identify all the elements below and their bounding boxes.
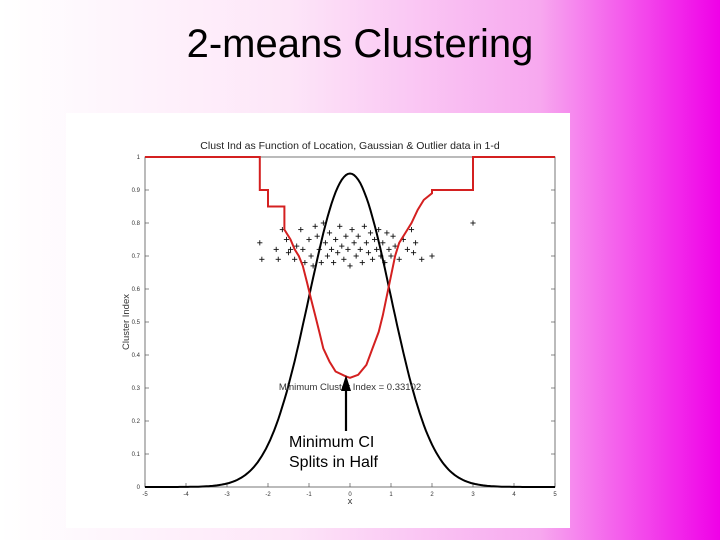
y-tick-label: 0.1	[132, 452, 141, 458]
scatter-point	[333, 236, 339, 243]
scatter-point	[337, 223, 343, 229]
scatter-point	[410, 250, 417, 256]
x-tick-label: 3	[471, 492, 475, 498]
x-tick-label: -5	[142, 492, 148, 498]
scatter-point	[347, 263, 353, 269]
callout-line-2: Splits in Half	[289, 454, 378, 471]
scatter-point	[470, 220, 476, 226]
scatter-point	[404, 246, 410, 252]
scatter-point	[294, 243, 300, 249]
gaussian-density-line	[145, 172, 555, 488]
x-axis-label: x	[348, 496, 353, 507]
cluster-index-line	[145, 156, 555, 379]
scatter-point	[331, 260, 337, 266]
y-tick-label: 0.2	[132, 419, 141, 425]
x-tick-label: -3	[224, 492, 230, 498]
scatter-point	[257, 240, 263, 246]
scatter-point	[361, 223, 367, 229]
scatter-point	[308, 253, 314, 259]
scatter-point	[287, 246, 294, 252]
chart-title: Clust Ind as Function of Location, Gauss…	[200, 140, 500, 152]
scatter-point	[339, 243, 345, 249]
scatter-point	[298, 227, 304, 233]
scatter-series	[257, 220, 476, 269]
scatter-point	[306, 236, 312, 243]
x-tick-label: 2	[430, 492, 434, 498]
x-tick-label: 1	[389, 492, 393, 498]
scatter-point	[302, 260, 308, 266]
scatter-point	[259, 256, 265, 262]
scatter-point	[345, 246, 351, 252]
scatter-point	[283, 236, 290, 243]
scatter-point	[408, 227, 415, 233]
y-tick-label: 0.4	[132, 353, 141, 359]
scatter-point	[376, 227, 382, 233]
scatter-point	[343, 233, 349, 239]
y-tick-label: 0.3	[132, 386, 141, 392]
scatter-point	[324, 253, 331, 259]
x-tick-label: -4	[183, 492, 189, 498]
scatter-point	[359, 260, 365, 266]
scatter-point	[419, 256, 425, 262]
scatter-point	[384, 230, 390, 236]
y-tick-label: 0.5	[132, 320, 141, 326]
min-cluster-index-annotation: Minimum Cluster Index = 0.33102	[279, 382, 421, 393]
y-tick-label: 0.8	[132, 221, 141, 227]
figure-panel: 0 0.1 0.2 0.3 0.4 0.5 0.6 0.7 0.8 0.9 1 -5 -4 -3 -2 -1…	[66, 113, 570, 528]
scatter-point	[374, 246, 380, 252]
scatter-point	[369, 256, 376, 262]
scatter-point	[413, 240, 419, 246]
scatter-point	[318, 260, 324, 266]
y-axis-ticks: 0 0.1 0.2 0.3 0.4 0.5 0.6 0.7 0.8 0.9 1	[132, 155, 555, 491]
slide-title: 2-means Clustering	[186, 22, 534, 66]
scatter-point	[351, 240, 357, 246]
callout-text: Minimum CI Splits in Half	[289, 433, 401, 473]
scatter-point	[300, 246, 306, 252]
scatter-point	[388, 253, 394, 259]
scatter-point	[386, 246, 392, 252]
x-tick-label: -1	[306, 492, 312, 498]
y-tick-label: 0.7	[132, 254, 141, 260]
scatter-point	[326, 230, 333, 236]
scatter-point	[312, 223, 318, 229]
scatter-point	[380, 240, 386, 246]
scatter-point	[349, 227, 355, 233]
x-tick-label: 5	[553, 492, 557, 498]
y-tick-label: 0.9	[132, 188, 141, 194]
scatter-point	[275, 256, 281, 262]
callout-arrowhead	[341, 375, 351, 391]
scatter-point	[314, 233, 320, 239]
y-tick-label: 0.6	[132, 287, 141, 293]
scatter-point	[367, 230, 374, 236]
cluster-index-plot: 0 0.1 0.2 0.3 0.4 0.5 0.6 0.7 0.8 0.9 1 -5 -4 -3 -2 -1…	[121, 140, 557, 507]
x-axis-ticks: -5 -4 -3 -2 -1 0 1 2 3 4 5	[142, 483, 557, 498]
x-tick-label: 0	[348, 492, 352, 498]
scatter-point	[353, 253, 359, 259]
plot-area	[144, 156, 556, 488]
callout-line-1: Minimum CI	[289, 434, 375, 451]
scatter-point	[273, 246, 279, 252]
y-tick-label: 1	[137, 155, 141, 161]
y-tick-label: 0	[137, 485, 141, 491]
scatter-point	[390, 233, 396, 239]
x-tick-label: -2	[265, 492, 271, 498]
scatter-point	[372, 236, 378, 243]
scatter-point	[292, 256, 298, 262]
scatter-point	[392, 243, 398, 249]
scatter-point	[335, 250, 341, 256]
scatter-point	[396, 256, 402, 262]
y-axis-label: Cluster Index	[121, 294, 132, 350]
scatter-point	[328, 246, 335, 252]
scatter-point	[341, 256, 347, 262]
scatter-point	[357, 246, 363, 252]
scatter-point	[363, 240, 369, 246]
x-tick-label: 4	[512, 492, 516, 498]
scatter-point	[429, 253, 435, 259]
scatter-point	[322, 240, 328, 246]
scatter-point	[285, 250, 292, 256]
scatter-point	[355, 233, 361, 239]
scatter-point	[365, 250, 372, 256]
